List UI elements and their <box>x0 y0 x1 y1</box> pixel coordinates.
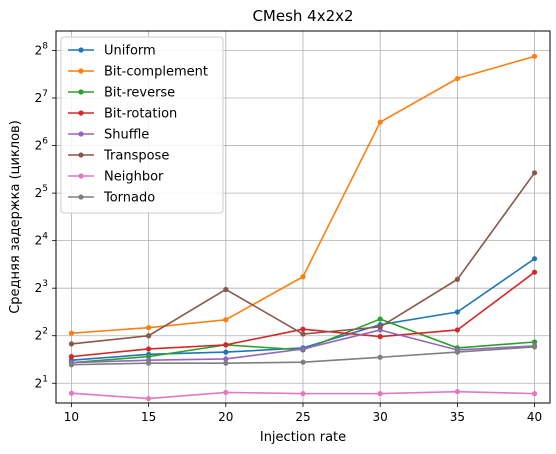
data-point-uniform <box>223 349 229 355</box>
grid <box>56 31 550 403</box>
legend-box <box>60 36 224 214</box>
data-point-bit-rotation <box>300 326 306 332</box>
data-point-transpose <box>377 324 383 330</box>
series-bit-complement <box>68 53 538 336</box>
data-point-uniform <box>454 309 460 315</box>
legend-label: Bit-complement <box>104 65 208 80</box>
data-point-bit-reverse <box>146 354 152 360</box>
series-lines <box>68 53 538 402</box>
data-point-tornado <box>223 360 229 366</box>
legend-swatch-marker <box>78 131 84 137</box>
series-transpose <box>68 170 538 347</box>
data-point-uniform <box>531 256 538 262</box>
data-point-tornado <box>146 360 152 366</box>
y-tick-label: 28 <box>35 41 49 57</box>
y-tick-label: 22 <box>35 327 48 343</box>
x-tick-label: 15 <box>141 410 156 424</box>
data-point-transpose <box>531 170 538 176</box>
x-tick-label: 40 <box>527 410 542 424</box>
data-point-bit-complement <box>223 317 229 323</box>
data-point-transpose <box>223 286 229 293</box>
data-point-neighbor <box>223 389 229 396</box>
data-point-transpose <box>68 341 75 347</box>
x-tick-label: 30 <box>373 410 388 424</box>
data-point-bit-rotation <box>146 346 152 352</box>
legend-label: Bit-reverse <box>104 86 175 101</box>
data-point-tornado <box>377 354 383 360</box>
data-point-bit-complement <box>300 274 306 280</box>
data-point-neighbor <box>531 391 538 397</box>
x-axis-ticks: 10 15 20 25 30 35 40 <box>64 403 542 424</box>
data-point-tornado <box>300 359 306 365</box>
data-point-tornado <box>454 349 460 355</box>
legend-swatch-marker <box>78 68 84 74</box>
y-axis-label: Средняя задержка (циклов) <box>8 120 23 314</box>
data-point-shuffle <box>300 346 306 352</box>
y-tick-label: 23 <box>35 279 48 295</box>
data-point-transpose <box>146 333 152 339</box>
data-point-neighbor <box>377 391 383 397</box>
x-tick-label: 20 <box>218 410 233 424</box>
legend: Uniform Bit-complement Bit-reverse Bit-rota… <box>60 36 224 214</box>
y-axis-ticks: 21 22 23 24 25 26 27 28 <box>35 41 56 390</box>
legend-label: Neighbor <box>104 170 164 185</box>
series-neighbor <box>68 389 538 402</box>
x-tick-label: 35 <box>450 410 465 424</box>
y-tick-label: 26 <box>35 137 49 153</box>
legend-item-tornado: Tornado <box>68 191 155 206</box>
legend-item-transpose: Transpose <box>68 149 169 164</box>
y-tick-label: 27 <box>35 89 48 105</box>
legend-swatch-marker <box>78 194 84 200</box>
data-point-bit-rotation <box>377 333 383 340</box>
x-axis-label: Injection rate <box>260 430 346 445</box>
data-point-shuffle <box>223 356 229 362</box>
y-tick-label: 24 <box>35 232 49 248</box>
data-point-bit-complement <box>531 53 538 59</box>
legend-swatch-marker <box>78 110 84 116</box>
legend-swatch-marker <box>78 47 84 53</box>
legend-item-bit-rotation: Bit-rotation <box>68 107 177 122</box>
chart-title: CMesh 4x2x2 <box>252 7 353 25</box>
legend-item-bit-complement: Bit-complement <box>68 65 208 80</box>
data-point-bit-rotation <box>223 342 229 348</box>
data-point-neighbor <box>146 395 152 402</box>
legend-item-bit-reverse: Bit-reverse <box>68 86 175 101</box>
series-bit-rotation <box>68 269 538 360</box>
data-point-bit-rotation <box>68 354 75 360</box>
data-point-bit-complement <box>454 75 460 82</box>
legend-swatch-marker <box>78 89 84 95</box>
data-point-bit-complement <box>146 325 152 331</box>
data-point-bit-complement <box>377 119 383 125</box>
legend-label: Uniform <box>104 44 156 59</box>
legend-label: Transpose <box>103 149 169 164</box>
data-point-transpose <box>454 276 460 282</box>
legend-swatch-marker <box>78 152 84 158</box>
data-point-bit-reverse <box>531 339 538 345</box>
legend-label: Shuffle <box>104 128 149 143</box>
legend-label: Tornado <box>103 191 155 206</box>
x-tick-label: 25 <box>295 410 310 424</box>
legend-label: Bit-rotation <box>104 107 177 122</box>
series-tornado <box>68 344 538 368</box>
data-point-neighbor <box>68 390 75 396</box>
data-point-tornado <box>68 362 75 368</box>
data-point-bit-rotation <box>531 269 538 275</box>
data-point-neighbor <box>454 389 460 395</box>
data-point-transpose <box>300 331 306 337</box>
y-tick-label: 25 <box>35 184 48 200</box>
y-tick-label: 21 <box>35 374 48 390</box>
data-point-neighbor <box>300 391 306 397</box>
legend-item-shuffle: Shuffle <box>68 128 149 143</box>
data-point-bit-complement <box>68 330 75 336</box>
x-tick-label: 10 <box>64 410 79 424</box>
data-point-tornado <box>531 344 538 350</box>
data-point-bit-reverse <box>377 316 383 322</box>
legend-swatch-marker <box>78 173 84 179</box>
legend-item-uniform: Uniform <box>68 44 156 59</box>
data-point-bit-rotation <box>454 327 460 333</box>
legend-item-neighbor: Neighbor <box>68 170 164 185</box>
